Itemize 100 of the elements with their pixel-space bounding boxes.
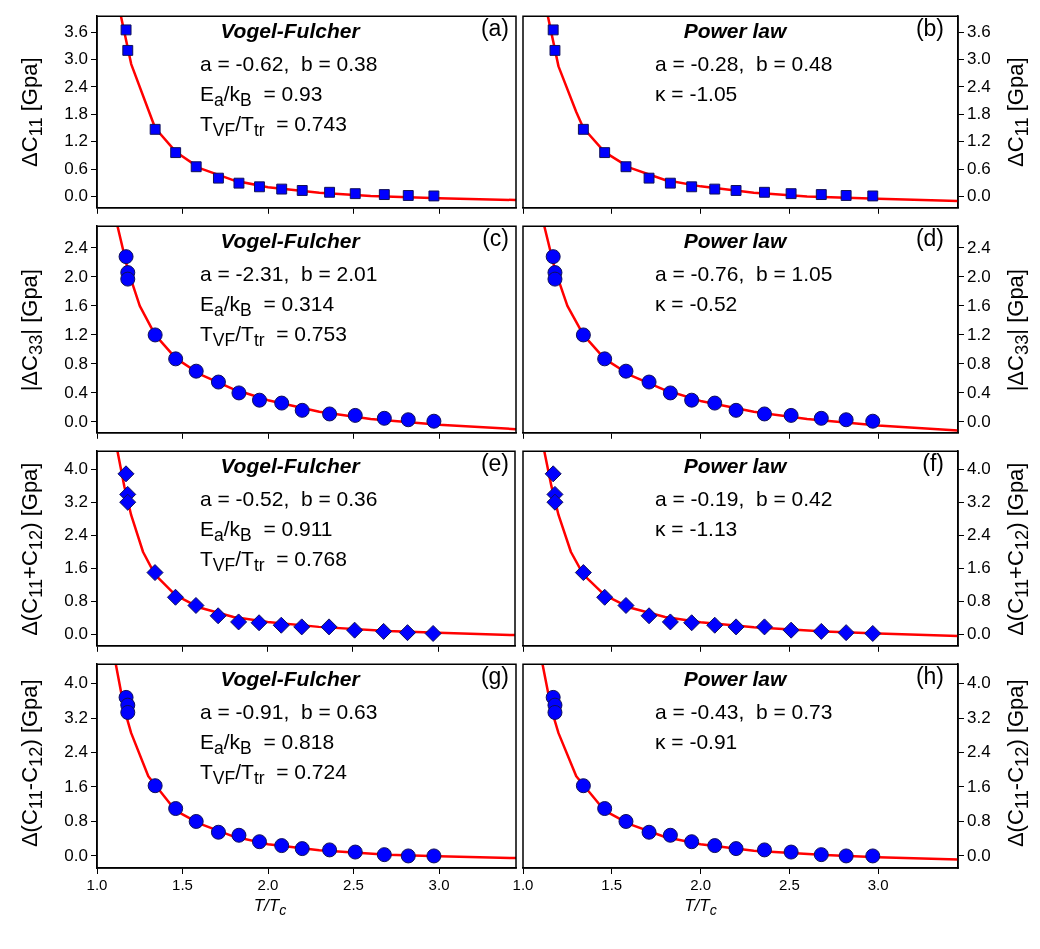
annotation: E$_{a}$/k$_{B}$ = 0.911 [200,517,333,547]
y-tick-label: 1.2 [64,324,88,344]
x-tick-label: 1.5 [601,876,623,894]
annotation: a = -0.91, b = 0.63 [200,700,378,724]
y-tick-label: 0.8 [967,353,991,373]
y-tick-label: 0.0 [64,186,88,206]
y-tick-label: 3.2 [967,707,991,727]
y-tick-label: 0.0 [64,845,88,865]
y-tick-label: 0.8 [967,811,991,831]
y-tick-label: 0.8 [64,591,88,611]
annotation: T$_{VF}$/T$_{tr}$ = 0.743 [200,112,347,142]
y-tick-label: 4.0 [967,459,991,479]
chart-title: Power law [682,454,789,478]
y-tick-label: 0.8 [64,353,88,373]
y-tick-label: 1.2 [967,131,991,151]
annotation: (g) [479,663,509,690]
y-tick-label: 2.4 [64,525,88,545]
annotation: a = -0.62, b = 0.38 [200,52,378,76]
annotation: (b) [914,15,944,42]
annotation: E$_{a}$/k$_{B}$ = 0.314 [200,292,335,322]
annotation: E$_{a}$/k$_{B}$ = 0.93 [200,82,323,112]
y-tick-label: 1.2 [967,324,991,344]
y-tick-label: 0.4 [967,382,991,402]
y-tick-label: 0.6 [64,158,88,178]
annotation: (c) [481,225,509,252]
annotation: T$_{VF}$/T$_{tr}$ = 0.753 [200,322,347,352]
y-tick-label: 2.4 [967,525,991,545]
annotation: a = -0.52, b = 0.36 [200,487,378,511]
annotation: a = -2.31, b = 2.01 [200,262,378,286]
y-tick-label: 0.0 [967,411,991,431]
y-tick-label: 3.2 [64,492,88,512]
annotation: a = -0.19, b = 0.42 [655,487,833,511]
y-tick-label: 3.6 [967,21,991,41]
chart-title: Vogel-Fulcher [219,667,362,691]
annotation: κ = -0.91 [655,730,738,754]
x-tick-label: 2.5 [778,876,800,894]
annotation: (e) [479,450,509,477]
annotation: T$_{VF}$/T$_{tr}$ = 0.724 [200,760,347,790]
y-tick-label: 2.4 [64,237,88,257]
y-tick-label: 1.6 [967,776,991,796]
annotation: (h) [914,663,944,690]
y-tick-label: 0.0 [967,186,991,206]
y-tick-label: 2.4 [64,742,88,762]
x-tick-label: 2.0 [690,876,711,894]
y-tick-label: 2.4 [967,742,991,762]
y-tick-label: 1.6 [64,558,88,578]
y-tick-label: 2.4 [967,76,991,96]
annotation: a = -0.43, b = 0.73 [655,700,833,724]
y-tick-label: 2.4 [64,76,88,96]
annotation: (f) [921,450,944,477]
x-axis-title: T/T$_{c}$ [683,896,718,919]
y-tick-label: 0.0 [64,623,88,643]
y-tick-label: 3.6 [64,21,88,41]
y-tick-label: 3.0 [64,49,88,69]
y-tick-label: 0.8 [967,591,991,611]
y-tick-label: 0.4 [64,382,88,402]
annotation: E$_{a}$/k$_{B}$ = 0.818 [200,730,335,760]
chart-title: Power law [682,667,789,691]
y-tick-label: 1.8 [967,103,991,123]
x-axis-title: T/T$_{c}$ [252,896,288,919]
y-tick-label: 1.6 [967,295,991,315]
y-tick-label: 2.0 [64,266,88,286]
y-tick-label: 3.2 [64,707,88,727]
x-tick-label: 1.5 [172,876,193,894]
y-tick-label: 4.0 [64,459,88,479]
chart-title: Vogel-Fulcher [219,454,362,478]
y-tick-label: 2.4 [967,237,991,257]
y-tick-label: 3.2 [967,492,991,512]
y-tick-label: 4.0 [64,673,88,693]
y-tick-label: 1.6 [64,776,88,796]
x-tick-label: 3.0 [867,876,889,894]
chart-title: Power law [682,229,789,253]
y-tick-label: 0.0 [967,623,991,643]
annotation: T$_{VF}$/T$_{tr}$ = 0.768 [200,547,347,577]
annotation: a = -0.76, b = 1.05 [655,262,833,286]
y-tick-label: 1.2 [64,131,88,151]
y-tick-label: 1.6 [64,295,88,315]
annotation: (d) [914,225,944,252]
x-tick-label: 2.0 [257,876,279,894]
annotation: a = -0.28, b = 0.48 [655,52,833,76]
y-tick-label: 0.8 [64,811,88,831]
chart-title: Power law [682,19,789,43]
chart-title: Vogel-Fulcher [219,229,362,253]
y-tick-label: 3.0 [967,49,991,69]
x-tick-label: 1.0 [86,876,108,894]
annotation: κ = -1.13 [655,517,738,541]
x-tick-label: 3.0 [428,876,450,894]
y-tick-label: 0.0 [64,411,88,431]
x-tick-label: 1.0 [512,876,534,894]
y-tick-label: 4.0 [967,673,991,693]
y-tick-label: 0.0 [967,845,991,865]
y-tick-label: 2.0 [967,266,991,286]
chart-title: Vogel-Fulcher [219,19,362,43]
annotation: κ = -0.52 [655,292,738,316]
y-tick-label: 1.8 [64,103,88,123]
y-tick-label: 0.6 [967,158,991,178]
annotation: κ = -1.05 [655,82,738,106]
x-tick-label: 2.5 [343,876,364,894]
annotation: (a) [479,15,509,42]
y-tick-label: 1.6 [967,558,991,578]
